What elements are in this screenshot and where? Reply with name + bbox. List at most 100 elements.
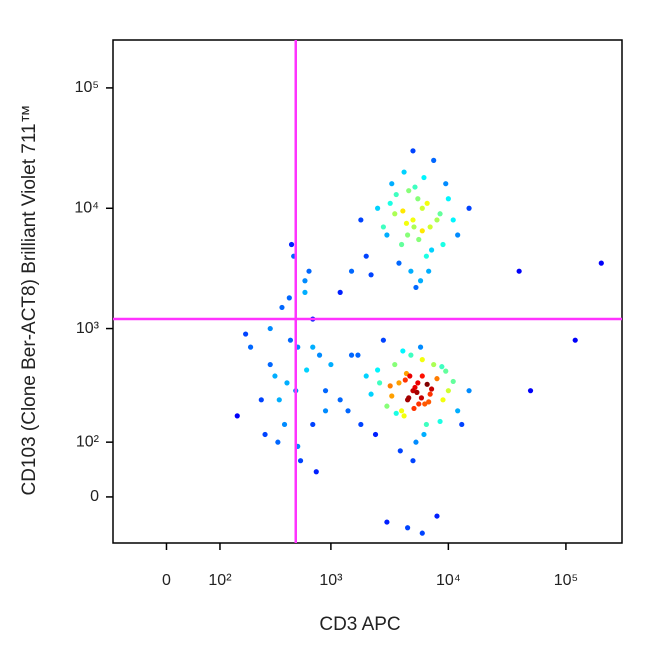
point bbox=[397, 448, 403, 454]
point bbox=[426, 268, 432, 274]
point bbox=[415, 196, 421, 202]
point bbox=[243, 331, 249, 337]
point bbox=[363, 253, 369, 259]
point bbox=[287, 337, 294, 343]
point bbox=[450, 378, 456, 385]
point bbox=[368, 272, 374, 278]
point bbox=[413, 284, 419, 291]
point bbox=[375, 367, 381, 373]
point bbox=[234, 413, 240, 419]
point bbox=[598, 260, 604, 266]
point bbox=[419, 357, 425, 363]
point bbox=[434, 376, 440, 382]
point bbox=[402, 377, 408, 383]
point bbox=[422, 401, 428, 407]
point bbox=[407, 373, 413, 379]
point bbox=[434, 513, 440, 519]
point bbox=[358, 421, 364, 428]
point bbox=[384, 232, 390, 238]
point bbox=[400, 208, 406, 214]
point bbox=[363, 373, 369, 379]
point bbox=[322, 388, 329, 394]
point bbox=[313, 469, 319, 475]
point bbox=[389, 181, 395, 187]
y-tick-label: 10⁵ bbox=[75, 79, 99, 96]
point bbox=[419, 373, 425, 379]
point bbox=[302, 289, 308, 295]
point bbox=[337, 289, 343, 295]
point bbox=[393, 191, 399, 198]
point bbox=[281, 421, 288, 428]
point bbox=[302, 278, 308, 284]
point bbox=[418, 395, 425, 401]
point bbox=[348, 352, 355, 358]
point bbox=[267, 361, 273, 368]
point bbox=[262, 431, 268, 438]
point bbox=[355, 352, 361, 358]
point bbox=[392, 361, 398, 368]
point bbox=[377, 380, 383, 386]
point bbox=[372, 431, 379, 438]
point bbox=[306, 268, 312, 274]
point bbox=[410, 388, 416, 394]
point bbox=[267, 325, 273, 332]
point bbox=[440, 241, 446, 248]
point bbox=[380, 337, 386, 343]
point bbox=[437, 418, 443, 425]
point bbox=[411, 224, 417, 230]
point bbox=[405, 232, 411, 238]
point bbox=[421, 174, 427, 181]
point bbox=[408, 352, 414, 358]
point bbox=[392, 211, 398, 217]
point bbox=[375, 205, 381, 211]
point bbox=[286, 295, 292, 301]
point bbox=[445, 388, 451, 394]
point bbox=[572, 337, 578, 343]
point bbox=[405, 525, 411, 531]
point bbox=[427, 391, 433, 397]
point bbox=[348, 268, 355, 274]
point bbox=[358, 217, 364, 223]
point bbox=[415, 380, 421, 386]
point bbox=[459, 421, 465, 428]
points bbox=[234, 148, 604, 536]
point bbox=[419, 530, 425, 536]
point bbox=[393, 410, 399, 416]
point bbox=[389, 393, 395, 399]
point bbox=[304, 367, 310, 373]
point bbox=[434, 217, 440, 223]
point bbox=[401, 413, 407, 419]
point bbox=[443, 181, 449, 187]
point bbox=[450, 217, 456, 223]
point bbox=[380, 224, 386, 230]
point bbox=[423, 253, 429, 259]
point bbox=[316, 352, 323, 358]
point bbox=[396, 380, 402, 386]
x-tick-label: 10⁴ bbox=[436, 572, 461, 589]
point bbox=[421, 431, 427, 438]
point bbox=[398, 408, 405, 414]
point bbox=[440, 397, 446, 403]
y-tick-label: 10³ bbox=[76, 320, 100, 337]
point bbox=[398, 241, 405, 248]
y-tick-label: 10⁴ bbox=[74, 199, 99, 216]
point bbox=[437, 211, 443, 217]
point bbox=[411, 405, 417, 412]
plot-frame bbox=[112, 39, 623, 544]
point bbox=[403, 220, 410, 226]
x-tick-label: 10³ bbox=[319, 572, 343, 589]
point bbox=[419, 205, 425, 211]
point bbox=[387, 200, 393, 206]
point bbox=[416, 401, 422, 407]
point bbox=[406, 395, 412, 401]
point bbox=[413, 439, 419, 445]
point bbox=[427, 224, 433, 230]
point bbox=[322, 408, 329, 414]
point bbox=[328, 361, 334, 368]
point bbox=[275, 439, 281, 445]
point bbox=[368, 391, 374, 397]
point bbox=[288, 241, 295, 248]
point bbox=[443, 368, 449, 374]
point bbox=[384, 519, 390, 525]
point bbox=[455, 408, 461, 414]
